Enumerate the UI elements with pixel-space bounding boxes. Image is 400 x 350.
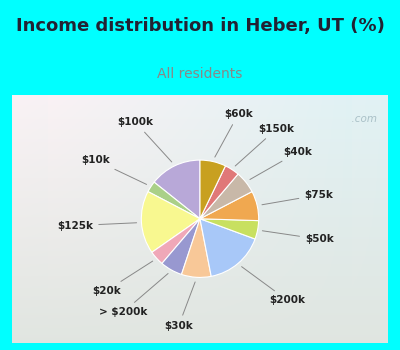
Text: $125k: $125k (57, 220, 137, 231)
Text: $150k: $150k (235, 124, 294, 166)
Wedge shape (200, 219, 255, 276)
Wedge shape (200, 166, 238, 219)
Wedge shape (200, 191, 259, 220)
Text: $50k: $50k (262, 231, 334, 244)
Text: $60k: $60k (215, 110, 252, 157)
Text: $10k: $10k (82, 155, 146, 184)
Text: @  City-Data.com: @ City-Data.com (286, 114, 377, 124)
Text: $30k: $30k (164, 282, 195, 330)
Wedge shape (182, 219, 211, 278)
Wedge shape (141, 191, 200, 252)
Text: $200k: $200k (242, 267, 305, 305)
Wedge shape (200, 160, 226, 219)
Wedge shape (200, 219, 259, 239)
Text: $100k: $100k (118, 117, 172, 162)
Wedge shape (152, 219, 200, 264)
Wedge shape (154, 160, 200, 219)
Wedge shape (148, 182, 200, 219)
Wedge shape (200, 174, 252, 219)
Text: $20k: $20k (92, 261, 153, 296)
Text: $75k: $75k (262, 190, 333, 205)
Wedge shape (162, 219, 200, 274)
Text: > $200k: > $200k (99, 273, 168, 317)
Text: $40k: $40k (250, 147, 312, 180)
Text: All residents: All residents (157, 67, 243, 81)
Text: Income distribution in Heber, UT (%): Income distribution in Heber, UT (%) (16, 18, 384, 35)
